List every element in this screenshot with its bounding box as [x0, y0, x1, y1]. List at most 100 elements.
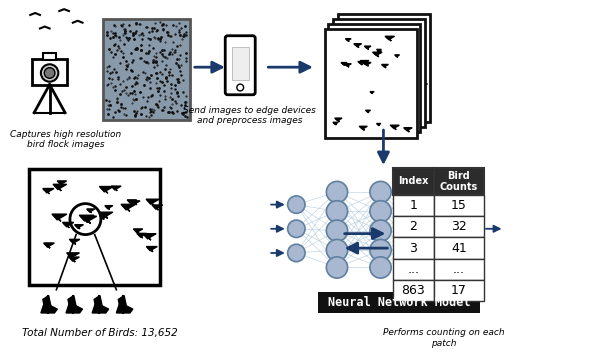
Polygon shape: [339, 83, 345, 85]
Polygon shape: [83, 218, 91, 224]
Polygon shape: [395, 55, 398, 57]
Polygon shape: [361, 61, 369, 64]
Polygon shape: [370, 92, 374, 93]
Polygon shape: [388, 51, 392, 54]
Polygon shape: [146, 246, 157, 251]
Polygon shape: [398, 107, 402, 108]
Polygon shape: [66, 253, 79, 258]
Polygon shape: [70, 258, 75, 262]
Polygon shape: [363, 59, 368, 61]
Polygon shape: [395, 80, 402, 82]
Polygon shape: [112, 187, 117, 191]
Bar: [393, 216, 434, 238]
Polygon shape: [393, 118, 401, 121]
Polygon shape: [70, 240, 76, 244]
Polygon shape: [335, 118, 342, 121]
Polygon shape: [148, 200, 154, 206]
Polygon shape: [146, 199, 159, 204]
Polygon shape: [82, 216, 97, 222]
Text: Captures high resolution
bird flock images: Captures high resolution bird flock imag…: [10, 130, 121, 150]
Polygon shape: [62, 222, 74, 227]
Polygon shape: [401, 56, 403, 58]
Polygon shape: [361, 57, 366, 61]
Polygon shape: [371, 83, 378, 86]
Polygon shape: [399, 107, 401, 109]
Bar: [393, 280, 434, 301]
Polygon shape: [353, 39, 357, 40]
Polygon shape: [339, 69, 342, 72]
Polygon shape: [394, 39, 399, 41]
Circle shape: [288, 196, 305, 213]
Circle shape: [414, 207, 435, 229]
Polygon shape: [340, 99, 345, 102]
FancyBboxPatch shape: [225, 36, 255, 95]
Polygon shape: [69, 257, 79, 261]
Polygon shape: [402, 33, 405, 35]
Circle shape: [326, 257, 348, 278]
Polygon shape: [66, 304, 82, 313]
Polygon shape: [410, 79, 414, 82]
Polygon shape: [405, 128, 409, 132]
Polygon shape: [92, 304, 109, 313]
Polygon shape: [338, 68, 345, 71]
Polygon shape: [361, 59, 365, 62]
Circle shape: [326, 181, 348, 203]
Polygon shape: [362, 61, 366, 65]
Polygon shape: [45, 243, 52, 246]
Polygon shape: [355, 74, 362, 77]
Polygon shape: [359, 69, 363, 70]
Bar: [43, 53, 56, 61]
Polygon shape: [385, 101, 390, 105]
Bar: [232, 47, 249, 80]
Polygon shape: [408, 55, 413, 57]
Polygon shape: [45, 244, 50, 248]
Polygon shape: [372, 117, 374, 118]
Polygon shape: [390, 52, 398, 55]
Polygon shape: [362, 28, 370, 31]
Bar: [434, 168, 484, 195]
Polygon shape: [392, 67, 395, 70]
Polygon shape: [68, 296, 77, 309]
Polygon shape: [81, 216, 88, 222]
Polygon shape: [353, 56, 361, 59]
Polygon shape: [381, 55, 386, 58]
Text: Bird
Counts: Bird Counts: [440, 171, 478, 192]
Polygon shape: [123, 206, 130, 211]
Polygon shape: [384, 37, 392, 39]
Polygon shape: [99, 187, 113, 192]
Polygon shape: [100, 212, 113, 217]
Polygon shape: [346, 39, 349, 42]
Text: Total Number of Birds: 13,652: Total Number of Birds: 13,652: [21, 328, 178, 338]
Text: ...: ...: [407, 263, 420, 276]
Polygon shape: [340, 84, 343, 86]
Text: ...: ...: [453, 263, 465, 276]
Polygon shape: [346, 57, 353, 59]
Polygon shape: [386, 88, 389, 90]
Polygon shape: [345, 39, 351, 41]
Polygon shape: [371, 93, 379, 95]
Polygon shape: [54, 186, 61, 191]
Polygon shape: [134, 229, 143, 232]
Polygon shape: [411, 78, 415, 80]
Polygon shape: [400, 56, 404, 58]
Text: 15: 15: [451, 199, 467, 212]
Polygon shape: [148, 247, 153, 252]
Text: 1: 1: [409, 199, 417, 212]
Polygon shape: [342, 63, 345, 65]
Polygon shape: [349, 80, 354, 82]
Polygon shape: [389, 90, 395, 92]
Polygon shape: [393, 73, 396, 76]
Polygon shape: [384, 100, 393, 104]
Polygon shape: [408, 113, 418, 116]
Polygon shape: [357, 124, 360, 126]
Polygon shape: [357, 124, 362, 125]
Polygon shape: [364, 63, 370, 64]
Polygon shape: [360, 76, 365, 79]
Polygon shape: [411, 76, 413, 78]
Polygon shape: [138, 234, 143, 238]
Bar: [434, 259, 484, 280]
Polygon shape: [365, 63, 368, 65]
Polygon shape: [359, 62, 362, 65]
Polygon shape: [393, 46, 401, 49]
Polygon shape: [374, 53, 379, 57]
